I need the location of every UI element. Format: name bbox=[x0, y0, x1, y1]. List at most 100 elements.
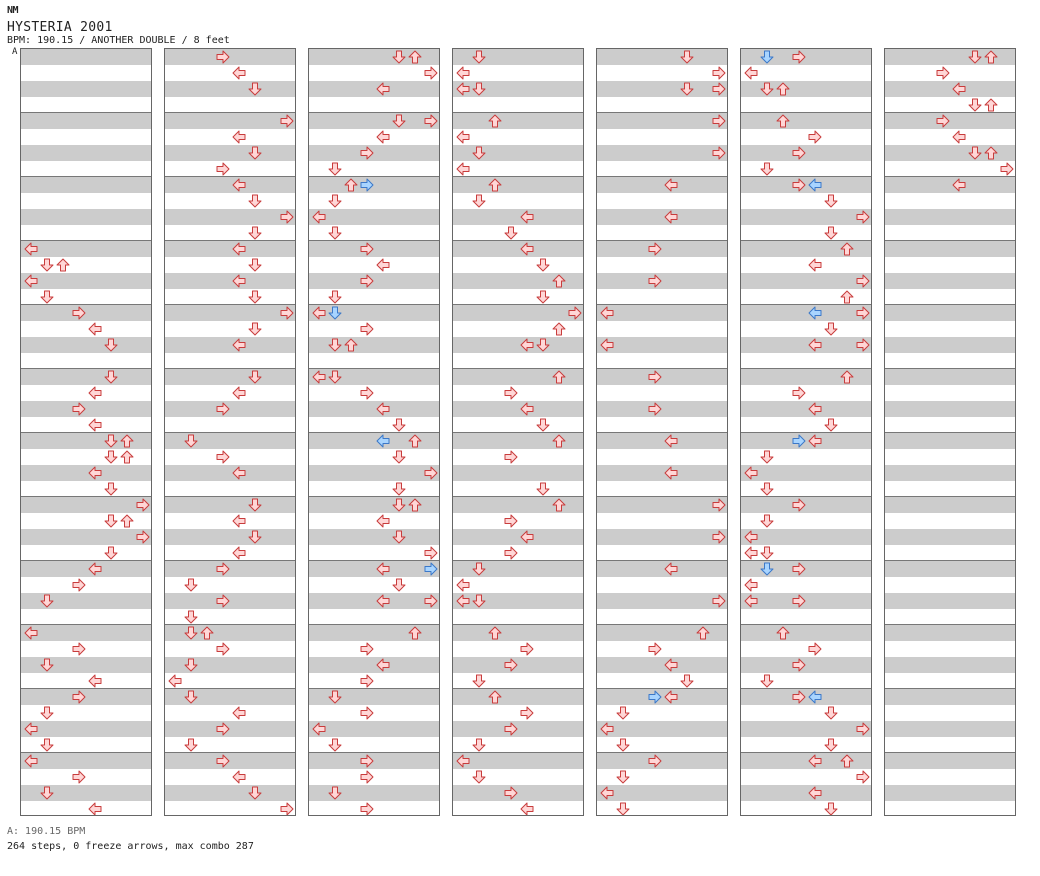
measure-line bbox=[597, 688, 727, 689]
left-arrow-icon bbox=[744, 594, 758, 608]
down-arrow-icon bbox=[824, 738, 838, 752]
left-arrow-icon bbox=[376, 514, 390, 528]
down-arrow-icon bbox=[328, 738, 342, 752]
right-arrow-icon bbox=[424, 562, 438, 576]
measure-line bbox=[165, 688, 295, 689]
left-arrow-icon bbox=[952, 178, 966, 192]
up-arrow-icon bbox=[488, 178, 502, 192]
left-arrow-icon bbox=[600, 338, 614, 352]
right-arrow-icon bbox=[520, 706, 534, 720]
up-arrow-icon bbox=[840, 370, 854, 384]
left-arrow-icon bbox=[520, 210, 534, 224]
measure-line bbox=[21, 496, 151, 497]
left-arrow-icon bbox=[808, 178, 822, 192]
left-arrow-icon bbox=[808, 690, 822, 704]
up-arrow-icon bbox=[344, 338, 358, 352]
chart-panel bbox=[164, 48, 296, 816]
right-arrow-icon bbox=[360, 274, 374, 288]
measure-line bbox=[453, 752, 583, 753]
down-arrow-icon bbox=[40, 658, 54, 672]
right-arrow-icon bbox=[712, 498, 726, 512]
up-arrow-icon bbox=[488, 114, 502, 128]
down-arrow-icon bbox=[680, 82, 694, 96]
measure-line bbox=[309, 688, 439, 689]
right-arrow-icon bbox=[856, 770, 870, 784]
right-arrow-icon bbox=[72, 402, 86, 416]
right-arrow-icon bbox=[360, 178, 374, 192]
left-arrow-icon bbox=[232, 338, 246, 352]
measure-line bbox=[21, 688, 151, 689]
chart-panel bbox=[452, 48, 584, 816]
left-arrow-icon bbox=[456, 66, 470, 80]
left-arrow-icon bbox=[520, 338, 534, 352]
right-arrow-icon bbox=[504, 546, 518, 560]
down-arrow-icon bbox=[472, 50, 486, 64]
right-arrow-icon bbox=[360, 706, 374, 720]
right-arrow-icon bbox=[792, 50, 806, 64]
right-arrow-icon bbox=[792, 434, 806, 448]
right-arrow-icon bbox=[936, 66, 950, 80]
measure-line bbox=[885, 752, 1015, 753]
left-arrow-icon bbox=[808, 338, 822, 352]
down-arrow-icon bbox=[472, 674, 486, 688]
up-arrow-icon bbox=[984, 50, 998, 64]
right-arrow-icon bbox=[520, 642, 534, 656]
left-arrow-icon bbox=[600, 306, 614, 320]
up-arrow-icon bbox=[552, 434, 566, 448]
left-arrow-icon bbox=[376, 434, 390, 448]
measure-line bbox=[885, 176, 1015, 177]
left-arrow-icon bbox=[232, 706, 246, 720]
down-arrow-icon bbox=[184, 690, 198, 704]
left-arrow-icon bbox=[312, 306, 326, 320]
left-arrow-icon bbox=[312, 210, 326, 224]
left-arrow-icon bbox=[376, 130, 390, 144]
measure-line bbox=[597, 176, 727, 177]
down-arrow-icon bbox=[968, 98, 982, 112]
left-arrow-icon bbox=[952, 130, 966, 144]
left-arrow-icon bbox=[664, 562, 678, 576]
left-arrow-icon bbox=[232, 546, 246, 560]
measure-line bbox=[741, 368, 871, 369]
right-arrow-icon bbox=[856, 306, 870, 320]
down-arrow-icon bbox=[248, 370, 262, 384]
up-arrow-icon bbox=[984, 146, 998, 160]
measure-line bbox=[453, 304, 583, 305]
down-arrow-icon bbox=[616, 706, 630, 720]
right-arrow-icon bbox=[856, 274, 870, 288]
right-arrow-icon bbox=[72, 306, 86, 320]
left-arrow-icon bbox=[456, 82, 470, 96]
down-arrow-icon bbox=[328, 306, 342, 320]
right-arrow-icon bbox=[72, 770, 86, 784]
down-arrow-icon bbox=[104, 370, 118, 384]
left-arrow-icon bbox=[744, 66, 758, 80]
measure-line bbox=[309, 112, 439, 113]
left-arrow-icon bbox=[376, 258, 390, 272]
measure-line bbox=[741, 112, 871, 113]
up-arrow-icon bbox=[776, 626, 790, 640]
down-arrow-icon bbox=[104, 546, 118, 560]
down-arrow-icon bbox=[680, 674, 694, 688]
right-arrow-icon bbox=[72, 642, 86, 656]
up-arrow-icon bbox=[408, 626, 422, 640]
right-arrow-icon bbox=[504, 450, 518, 464]
left-arrow-icon bbox=[808, 754, 822, 768]
right-arrow-icon bbox=[360, 642, 374, 656]
left-arrow-icon bbox=[232, 514, 246, 528]
measure-line bbox=[453, 240, 583, 241]
down-arrow-icon bbox=[760, 482, 774, 496]
measure-line bbox=[741, 688, 871, 689]
left-arrow-icon bbox=[232, 130, 246, 144]
down-arrow-icon bbox=[616, 770, 630, 784]
down-arrow-icon bbox=[40, 258, 54, 272]
up-arrow-icon bbox=[408, 498, 422, 512]
left-arrow-icon bbox=[664, 658, 678, 672]
left-arrow-icon bbox=[744, 466, 758, 480]
left-arrow-icon bbox=[600, 786, 614, 800]
down-arrow-icon bbox=[104, 514, 118, 528]
right-arrow-icon bbox=[424, 66, 438, 80]
left-arrow-icon bbox=[232, 242, 246, 256]
left-arrow-icon bbox=[88, 322, 102, 336]
measure-line bbox=[21, 176, 151, 177]
measure-line bbox=[885, 688, 1015, 689]
chart-panel bbox=[20, 48, 152, 816]
